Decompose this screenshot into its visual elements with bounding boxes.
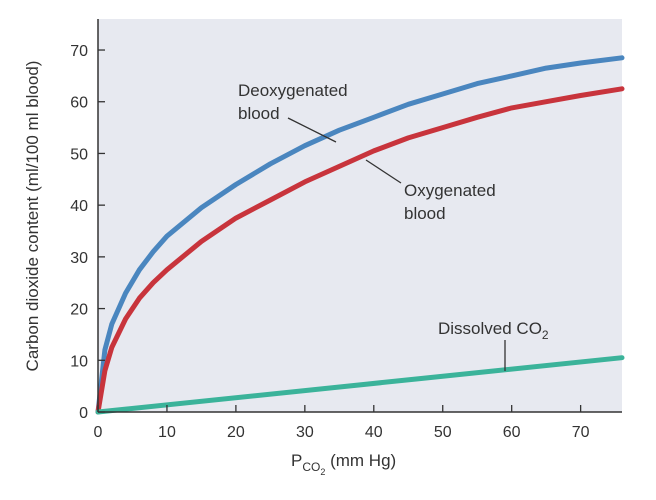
x-tick-label: 10 (158, 424, 176, 441)
x-tick-label: 20 (227, 424, 245, 441)
y-tick-label: 10 (70, 353, 88, 370)
x-tick-label: 30 (296, 424, 314, 441)
y-tick-label: 70 (70, 43, 88, 60)
deoxygenated-leader-line (287, 117, 337, 143)
x-axis-title-tail: (mm Hg) (325, 451, 396, 470)
annotation-oxygenated-line2: blood (404, 204, 446, 223)
annotation-deoxygenated-line1: Deoxygenated (238, 81, 348, 100)
x-axis-title-sub: CO (302, 460, 320, 474)
y-tick-label: 50 (70, 146, 88, 163)
annotation-dissolved-sub: 2 (542, 328, 549, 342)
series-line-0 (95, 55, 625, 415)
y-tick-label: 30 (70, 250, 88, 267)
x-axis-title: PCO2 (mm Hg) (291, 451, 396, 477)
x-tick-label: 60 (503, 424, 521, 441)
x-tick-label: 40 (365, 424, 383, 441)
oxygenated-leader-line (365, 159, 402, 184)
annotation-dissolved-text: Dissolved CO (438, 319, 542, 338)
y-axis-title: Carbon dioxide content (ml/100 ml blood) (23, 61, 42, 372)
x-axis-title-main: P (291, 451, 302, 470)
series-layer (95, 55, 625, 415)
y-tick-label: 40 (70, 198, 88, 215)
x-tick-label: 50 (434, 424, 452, 441)
series-line-1 (95, 86, 625, 415)
annotation-deoxygenated-line2: blood (238, 104, 280, 123)
annotation-dissolved-co2: Dissolved CO2 (438, 319, 549, 342)
x-axis-ticks: 0 10 20 30 40 50 60 70 (94, 405, 590, 441)
y-tick-label: 0 (79, 405, 88, 422)
y-axis-ticks: 0 10 20 30 40 50 60 70 (70, 43, 105, 422)
x-axis-title-subsub: 2 (320, 467, 325, 477)
plot-background (98, 19, 622, 412)
y-tick-label: 60 (70, 95, 88, 112)
y-tick-label: 20 (70, 302, 88, 319)
x-tick-label: 70 (572, 424, 590, 441)
x-tick-label: 0 (94, 424, 103, 441)
series-line-2 (95, 355, 625, 415)
annotation-oxygenated-line1: Oxygenated (404, 181, 496, 200)
